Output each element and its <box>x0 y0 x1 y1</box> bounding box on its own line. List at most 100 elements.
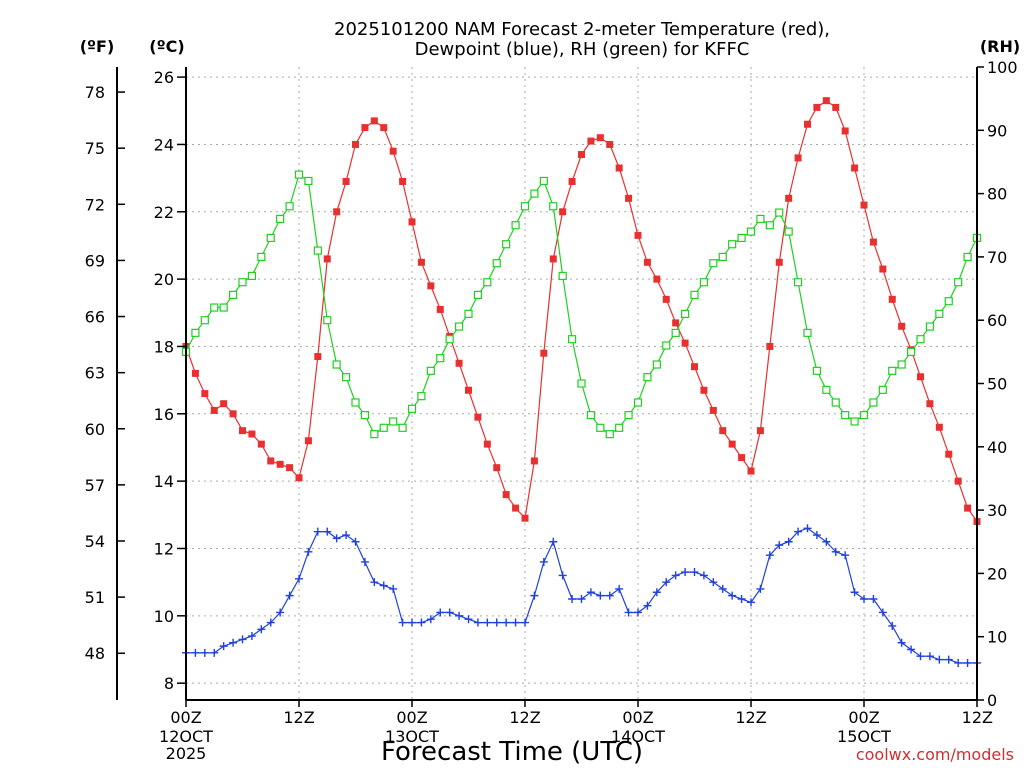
temperature-point <box>747 467 755 475</box>
x-axis-title: Forecast Time (UTC) <box>381 737 643 767</box>
dewpoint-point <box>897 638 906 647</box>
temperature-point <box>483 440 491 448</box>
credit-text: coolwx.com/models <box>856 745 1014 764</box>
x-tick-label: 12Z <box>509 708 540 727</box>
temperature-point <box>257 440 265 448</box>
dewpoint-point <box>925 652 934 661</box>
relative-humidity-point <box>426 366 435 375</box>
relative-humidity-point <box>586 411 596 420</box>
temperature-point <box>766 342 774 350</box>
relative-humidity-point <box>878 385 887 394</box>
temperature-point <box>399 177 407 185</box>
dewpoint-point <box>304 547 313 556</box>
dewpoint-point <box>360 557 369 566</box>
temperature-point <box>455 359 463 367</box>
temperature-point <box>869 238 877 246</box>
temperature-point <box>709 406 717 414</box>
celsius-tick-label: 8 <box>164 674 174 693</box>
relative-humidity-point <box>210 303 219 312</box>
x-date-label: 13OCT <box>385 727 439 746</box>
temperature-point <box>785 194 793 202</box>
relative-humidity-point <box>549 202 558 211</box>
relative-humidity-point <box>492 259 501 268</box>
relative-humidity-point <box>869 398 878 407</box>
dewpoint-point <box>351 537 360 546</box>
celsius-tick-label: 16 <box>154 405 174 424</box>
relative-humidity-point <box>304 176 313 186</box>
celsius-tick-label: 14 <box>154 472 174 491</box>
dewpoint-point <box>954 658 963 667</box>
relative-humidity-point <box>436 354 445 363</box>
relative-humidity-point <box>643 373 652 382</box>
dewpoint-point <box>558 571 567 580</box>
temperature-point <box>408 218 416 226</box>
temperature-point <box>917 373 924 381</box>
temperature-point <box>286 464 294 472</box>
rh-tick-label: 60 <box>987 311 1007 330</box>
dewpoint-point <box>229 638 238 647</box>
relative-humidity-point <box>841 411 850 420</box>
relative-humidity-point <box>793 278 803 287</box>
temperature-point <box>935 423 943 431</box>
temperature-point <box>210 406 218 414</box>
dewpoint-point <box>455 611 464 620</box>
dewpoint-point <box>812 531 821 540</box>
temperature-point <box>370 117 378 125</box>
dewpoint-point <box>794 527 803 536</box>
temperature-point <box>954 477 962 485</box>
dewpoint-point <box>718 584 727 593</box>
dewpoint-point <box>728 591 737 600</box>
temperature-point <box>643 258 651 266</box>
relative-humidity-point <box>454 322 464 331</box>
rh-tick-label: 50 <box>987 375 1007 394</box>
relative-humidity-point <box>417 392 426 401</box>
dewpoint-point <box>238 635 247 644</box>
dewpoint-point <box>389 584 398 593</box>
temperature-point <box>333 208 341 216</box>
x-date-label: 14OCT <box>611 727 665 746</box>
dewpoint-point <box>426 615 435 624</box>
fahrenheit-tick-label: 60 <box>85 420 105 439</box>
rh-tick-label: 100 <box>987 58 1018 77</box>
dewpoint-point <box>747 598 755 607</box>
fahrenheit-tick-label: 48 <box>85 644 105 663</box>
dewpoint-point <box>634 608 642 617</box>
dewpoint-point <box>586 588 595 597</box>
rh-tick-label: 30 <box>987 501 1007 520</box>
dewpoint-point <box>652 588 661 597</box>
relative-humidity-point <box>379 423 388 432</box>
dewpoint-point <box>257 625 266 634</box>
temperature-point <box>512 504 520 512</box>
relative-humidity-point <box>276 214 285 224</box>
relative-humidity-point <box>596 423 605 432</box>
dewpoint-point <box>370 578 379 587</box>
x-tick-label: 12Z <box>283 708 314 727</box>
dewpoint-point <box>681 568 690 577</box>
relative-humidity-point <box>370 430 379 439</box>
temperature-point <box>417 258 425 266</box>
dewpoint-point <box>219 642 228 651</box>
relative-humidity-point <box>464 309 473 318</box>
relative-humidity-point <box>511 221 520 230</box>
temperature-point <box>775 258 783 266</box>
dewpoint-point <box>247 632 256 641</box>
temperature-point <box>756 427 764 435</box>
temperature-point <box>540 349 548 357</box>
dewpoint-point <box>916 652 925 661</box>
temperature-point <box>229 410 237 418</box>
temperature-point <box>804 120 811 128</box>
dewpoint-point <box>596 591 605 600</box>
temperature-point <box>568 177 576 185</box>
relative-humidity-point <box>671 328 680 337</box>
series-layer <box>181 97 982 667</box>
fahrenheit-tick-label: 75 <box>85 139 105 158</box>
rh-tick-label: 70 <box>987 248 1007 267</box>
temperature-point <box>427 282 435 290</box>
temperature-point <box>625 194 633 202</box>
relative-humidity-point <box>332 360 341 369</box>
temperature-line <box>185 99 978 522</box>
temperature-point <box>926 400 934 408</box>
dewpoint-point <box>285 591 294 600</box>
chart-title-line-2: Dewpoint (blue), RH (green) for KFFC <box>415 39 750 60</box>
rh-tick-label: 20 <box>987 564 1007 583</box>
